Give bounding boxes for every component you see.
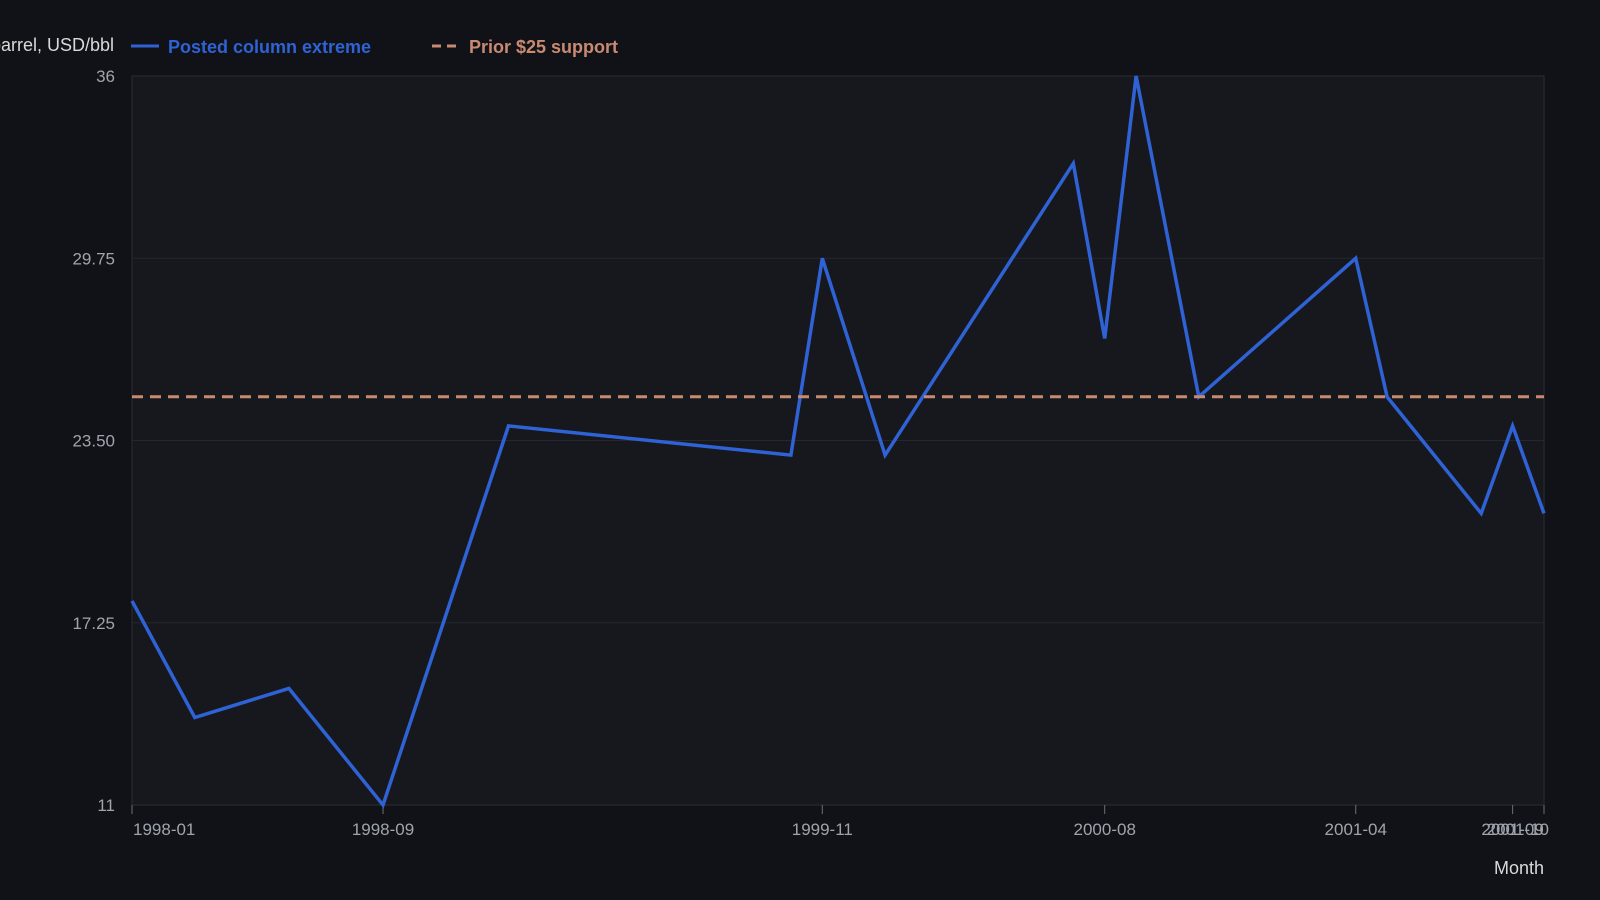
legend-label-series-0: Posted column extreme	[168, 37, 371, 57]
y-tick-label: 11	[97, 796, 115, 815]
y-axis-label: Price per barrel, USD/bbl	[0, 35, 114, 55]
x-tick-label: 2001-04	[1325, 820, 1387, 839]
gridlines	[132, 257, 1544, 624]
x-tick-label: 1998-01	[133, 820, 195, 839]
y-tick-label: 36	[96, 67, 115, 86]
y-tick-label: 29.75	[72, 249, 115, 268]
legend-label-series-1: Prior $25 support	[469, 37, 618, 57]
x-tick-label: 2000-08	[1074, 820, 1136, 839]
series-layer	[130, 75, 1546, 809]
x-axis: 1998-01 1998-09 1999-11 2000-08 2001-04 2001-…	[131, 805, 1549, 839]
series-line-0	[130, 75, 1546, 809]
x-axis-label: Month	[1494, 858, 1544, 878]
x-tick-label: 2001-10	[1487, 820, 1549, 839]
x-tick-label: 1998-09	[352, 820, 414, 839]
y-axis: 11 17.25 23.50 29.75 36	[72, 67, 115, 815]
x-tick-label: 2001-09	[1481, 820, 1543, 839]
y-tick-label: 23.50	[72, 432, 115, 451]
x-tick-label: 1999-11	[792, 820, 853, 839]
y-tick-label: 17.25	[72, 614, 115, 633]
legend: Posted column extreme Prior $25 support	[131, 37, 618, 57]
